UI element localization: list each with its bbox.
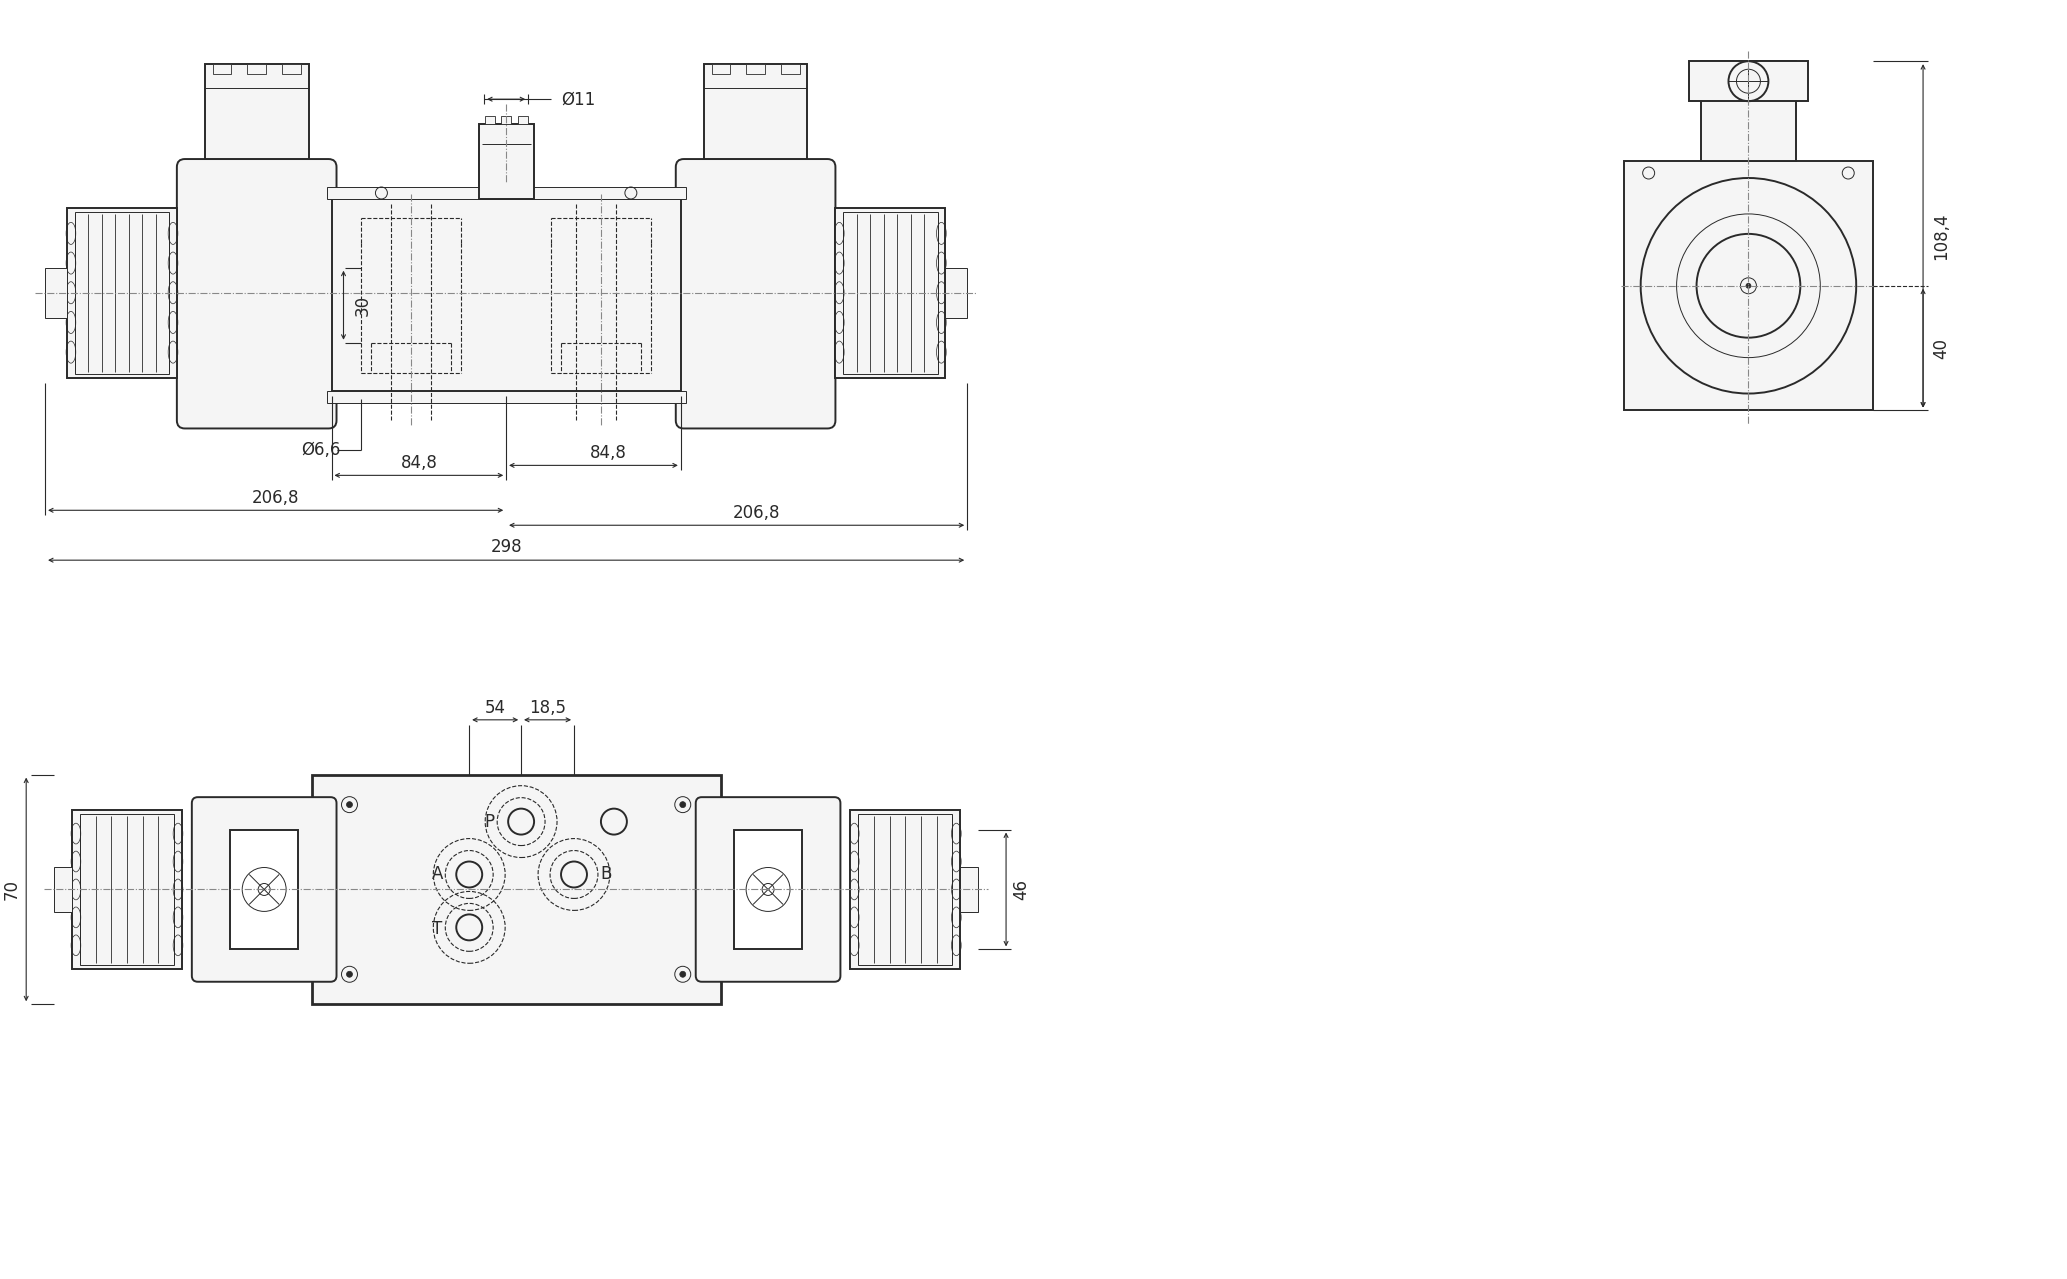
Circle shape <box>347 802 353 807</box>
Circle shape <box>680 971 686 977</box>
Text: 70: 70 <box>2 879 21 900</box>
Text: 46: 46 <box>1013 879 1029 900</box>
Bar <box>281 64 300 74</box>
Bar <box>72 810 182 969</box>
Text: A: A <box>432 866 442 884</box>
Text: Ø11: Ø11 <box>560 91 595 109</box>
Text: 54: 54 <box>484 698 506 716</box>
Text: 108,4: 108,4 <box>1933 212 1949 260</box>
Bar <box>331 200 680 390</box>
Bar <box>147 253 178 333</box>
Circle shape <box>1747 283 1751 288</box>
Bar <box>703 64 808 159</box>
Bar <box>835 208 945 377</box>
Bar <box>746 64 765 74</box>
Bar <box>45 267 66 317</box>
Text: 84,8: 84,8 <box>589 444 626 463</box>
Bar <box>843 212 938 373</box>
Text: 30: 30 <box>353 294 372 316</box>
Bar <box>229 830 298 949</box>
Bar <box>327 390 686 403</box>
FancyBboxPatch shape <box>676 159 835 428</box>
Text: P: P <box>484 812 494 830</box>
Text: T: T <box>432 921 442 939</box>
Text: Ø6,6: Ø6,6 <box>302 441 341 459</box>
FancyBboxPatch shape <box>178 159 337 428</box>
Text: 18,5: 18,5 <box>529 698 566 716</box>
Circle shape <box>680 802 686 807</box>
Bar <box>66 208 178 377</box>
FancyBboxPatch shape <box>192 797 337 982</box>
Text: B: B <box>599 866 612 884</box>
Bar <box>248 64 267 74</box>
Bar <box>205 64 308 159</box>
Text: 40: 40 <box>1933 338 1949 358</box>
Bar <box>835 253 866 333</box>
Bar <box>213 64 232 74</box>
Bar <box>517 116 527 124</box>
Bar <box>734 830 802 949</box>
Bar <box>850 810 961 969</box>
Text: 84,8: 84,8 <box>401 454 438 472</box>
Bar <box>484 116 494 124</box>
Bar <box>327 187 686 200</box>
Bar <box>711 64 730 74</box>
Text: 206,8: 206,8 <box>734 504 781 522</box>
Bar <box>1701 61 1796 161</box>
Bar <box>312 775 721 1004</box>
Bar <box>500 116 511 124</box>
Bar <box>961 867 978 912</box>
Bar <box>781 64 800 74</box>
FancyBboxPatch shape <box>697 797 841 982</box>
Text: 206,8: 206,8 <box>252 490 300 508</box>
Bar <box>480 124 533 200</box>
Bar <box>81 813 174 966</box>
Bar <box>74 212 169 373</box>
Bar <box>1689 61 1809 101</box>
Bar <box>945 267 967 317</box>
Bar <box>1625 161 1873 411</box>
Circle shape <box>347 971 353 977</box>
Bar <box>54 867 72 912</box>
Bar <box>858 813 953 966</box>
Text: 298: 298 <box>490 538 523 556</box>
